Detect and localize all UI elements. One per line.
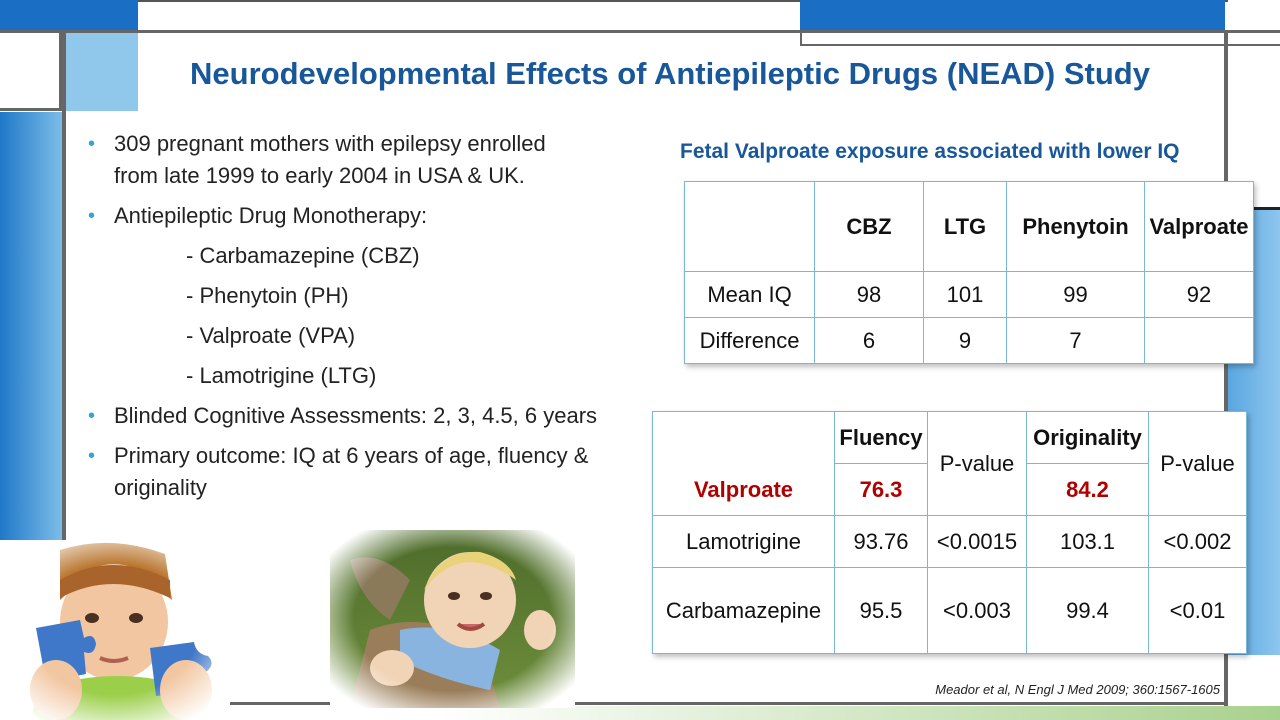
table-header-row: CBZ LTG Phenytoin Valproate xyxy=(684,181,1254,272)
header-cell: CBZ xyxy=(814,181,924,272)
row-label-valproate: Valproate xyxy=(652,411,835,516)
table-cell: 95.5 xyxy=(834,567,928,654)
table-row: Difference 6 9 7 xyxy=(684,317,1254,364)
row-label: Difference xyxy=(684,317,815,364)
bullet-outcome: • Primary outcome: IQ at 6 years of age,… xyxy=(88,440,648,504)
bullet-dot-icon: • xyxy=(88,445,96,467)
table-cell: 92 xyxy=(1144,271,1254,318)
header-cell: LTG xyxy=(923,181,1007,272)
left-blue-strip xyxy=(0,112,62,552)
table-cell: 9 xyxy=(923,317,1007,364)
bullet-dot-icon: • xyxy=(88,205,96,227)
baby-grass-illustration-icon xyxy=(330,530,575,708)
boy-with-puzzle-photo xyxy=(0,540,230,720)
table-header-row: Valproate Fluency P-value Originality P-… xyxy=(652,411,1247,516)
table-row: Mean IQ 98 101 99 92 xyxy=(684,271,1254,318)
light-blue-square xyxy=(65,33,138,111)
frame-horizontal-line xyxy=(0,30,1280,33)
table-cell: 98 xyxy=(814,271,924,318)
iq-table: CBZ LTG Phenytoin Valproate Mean IQ 98 1… xyxy=(684,181,1254,364)
header-cell: Phenytoin xyxy=(1006,181,1145,272)
iq-table-caption: Fetal Valproate exposure associated with… xyxy=(680,140,1180,163)
bullet-enrollment: • 309 pregnant mothers with epilepsy enr… xyxy=(88,128,648,192)
table-cell: 84.2 xyxy=(1026,463,1149,516)
bullet-text: Blinded Cognitive Assessments: 2, 3, 4.5… xyxy=(114,403,598,428)
table-cell: 93.76 xyxy=(834,515,928,568)
table-row: Lamotrigine 93.76 <0.0015 103.1 <0.002 xyxy=(652,515,1247,568)
header-cell: P-value xyxy=(927,411,1027,516)
baby-on-grass-photo xyxy=(330,530,575,708)
table-cell xyxy=(1144,317,1254,364)
bottom-frame-line xyxy=(62,702,1228,705)
header-cell xyxy=(684,181,815,272)
bullet-text: from late 1999 to early 2004 in USA & UK… xyxy=(114,163,525,188)
bullet-text: 309 pregnant mothers with epilepsy enrol… xyxy=(114,131,546,156)
right-dark-bar xyxy=(1250,207,1280,210)
bullet-assessments: • Blinded Cognitive Assessments: 2, 3, 4… xyxy=(88,400,648,432)
creativity-table: Valproate Fluency P-value Originality P-… xyxy=(652,411,1247,654)
boy-puzzle-illustration-icon xyxy=(0,540,230,720)
header-cell: Valproate xyxy=(1144,181,1254,272)
bullet-monotherapy: • Antiepileptic Drug Monotherapy: xyxy=(88,200,648,232)
citation-text: Meador et al, N Engl J Med 2009; 360:156… xyxy=(935,682,1220,697)
row-label: Lamotrigine xyxy=(652,515,835,568)
table-cell: 76.3 xyxy=(834,463,928,516)
bottom-green-gradient xyxy=(438,706,1280,720)
top-border-line xyxy=(138,0,1228,2)
slide-title: Neurodevelopmental Effects of Antiepilep… xyxy=(190,56,1150,91)
sub-bullet-ltg: - Lamotrigine (LTG) xyxy=(186,363,377,388)
row-label: Carbamazepine xyxy=(652,567,835,654)
sub-bullet-cbz: - Carbamazepine (CBZ) xyxy=(186,243,420,268)
sub-bullet-vpa: - Valproate (VPA) xyxy=(186,323,356,348)
header-cell: P-value xyxy=(1148,411,1247,516)
table-cell: 99 xyxy=(1006,271,1145,318)
sub-bullet-ph: - Phenytoin (PH) xyxy=(186,283,349,308)
row-label: Mean IQ xyxy=(684,271,815,318)
table-cell: 101 xyxy=(923,271,1007,318)
table-cell: 99.4 xyxy=(1026,567,1149,654)
bullet-text: Antiepileptic Drug Monotherapy: xyxy=(114,203,428,228)
bullet-text: originality xyxy=(114,475,207,500)
table-cell: <0.003 xyxy=(927,567,1027,654)
table-cell: <0.0015 xyxy=(927,515,1027,568)
table-cell: <0.002 xyxy=(1148,515,1247,568)
table-row: Carbamazepine 95.5 <0.003 99.4 <0.01 xyxy=(652,567,1247,654)
top-right-box xyxy=(800,30,1280,46)
left-frame-line xyxy=(62,33,66,720)
bullet-list: • 309 pregnant mothers with epilepsy enr… xyxy=(88,128,648,512)
table-cell: 7 xyxy=(1006,317,1145,364)
table-cell: 103.1 xyxy=(1026,515,1149,568)
bullet-dot-icon: • xyxy=(88,405,96,427)
header-cell: Fluency xyxy=(834,411,928,464)
header-cell: Originality xyxy=(1026,411,1149,464)
table-cell: <0.01 xyxy=(1148,567,1247,654)
table-cell: 6 xyxy=(814,317,924,364)
top-left-blue-bar xyxy=(0,0,138,30)
top-right-blue-bar xyxy=(800,0,1225,30)
right-frame-line xyxy=(1224,33,1228,720)
bullet-text: Primary outcome: IQ at 6 years of age, f… xyxy=(114,443,589,468)
left-top-box xyxy=(0,33,62,111)
bullet-dot-icon: • xyxy=(88,133,96,155)
